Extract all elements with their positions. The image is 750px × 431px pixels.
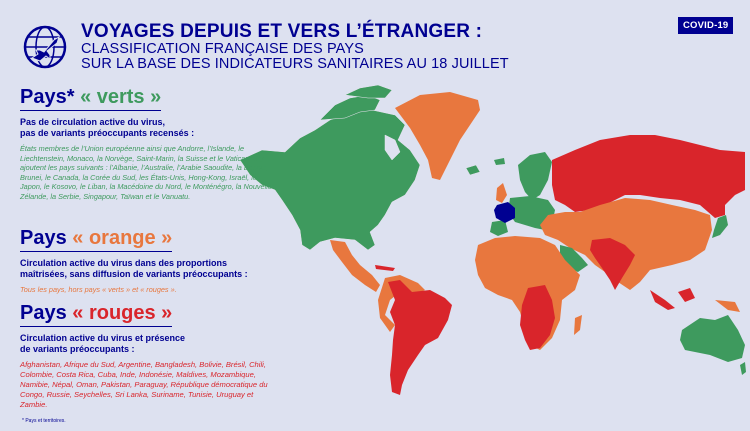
map-north-america <box>239 84 481 251</box>
footnote: * Pays et territoires. <box>22 418 66 424</box>
legend-green: Pays* « verts » Pas de circulation activ… <box>20 86 290 201</box>
map-australia <box>680 315 745 362</box>
legend-green-countries: États membres de l’Union européenne ains… <box>20 144 275 201</box>
map-france <box>494 202 515 223</box>
legend-orange-title: Pays « orange » <box>20 227 173 252</box>
legend-red: Pays « rouges » Circulation active du vi… <box>20 302 290 410</box>
map-uk <box>496 183 507 203</box>
map-mexico <box>330 240 380 292</box>
legend-orange-description: Circulation active du virus dans des pro… <box>20 258 248 279</box>
header: VOYAGES DEPUIS ET VERS L’ÉTRANGER : CLAS… <box>22 22 509 72</box>
page-title: VOYAGES DEPUIS ET VERS L’ÉTRANGER : <box>81 21 483 42</box>
map-indonesia <box>650 288 695 310</box>
page-subtitle-line2: SUR LA BASE DES INDICATEURS SANITAIRES A… <box>81 56 509 72</box>
page-subtitle-line1: CLASSIFICATION FRANÇAISE DES PAYS <box>81 41 364 57</box>
legend-red-countries: Afghanistan, Afrique du Sud, Argentine, … <box>20 360 268 409</box>
legend-green-title: Pays* « verts » <box>20 86 162 111</box>
map-russia <box>552 135 745 218</box>
legend-red-description: Circulation active du virus et présence … <box>20 333 186 354</box>
map-africa <box>475 236 582 350</box>
map-new-zealand <box>740 362 746 375</box>
legend-orange: Pays « orange » Circulation active du vi… <box>20 227 290 295</box>
map-asia-orange <box>540 198 712 290</box>
map-south-asia-red <box>590 238 635 290</box>
globe-airplane-icon <box>23 25 67 69</box>
map-south-america <box>378 275 452 395</box>
map-papua <box>715 300 740 312</box>
legend-green-description: Pas de circulation active du virus, pas … <box>20 117 195 138</box>
covid-badge: COVID-19 <box>678 17 734 34</box>
map-japan <box>712 215 728 238</box>
legend-red-title: Pays « rouges » <box>20 302 173 327</box>
legend-orange-countries: Tous les pays, hors pays « verts » et « … <box>20 285 177 294</box>
map-cuba <box>375 265 395 271</box>
map-greenland <box>395 92 480 180</box>
